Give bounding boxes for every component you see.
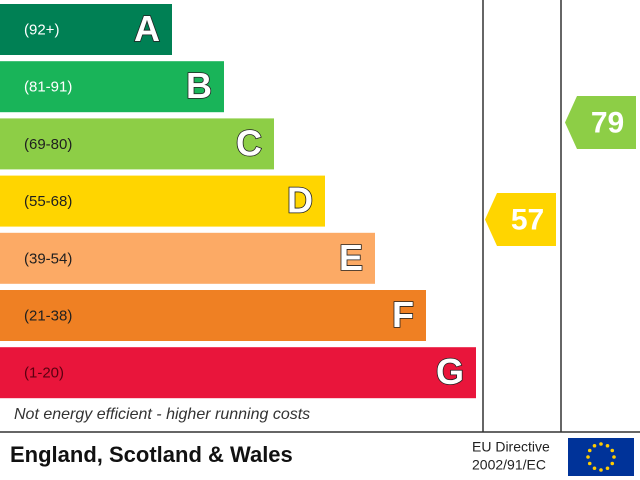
current-arrow	[485, 193, 556, 246]
band-range: (1-20)	[24, 365, 64, 382]
band-range: (69-80)	[24, 136, 72, 153]
star	[592, 443, 597, 448]
star	[610, 461, 615, 466]
band-letter: F	[392, 294, 414, 335]
band	[0, 232, 375, 284]
potential-value: 79	[591, 106, 624, 139]
band	[0, 347, 476, 399]
band	[0, 4, 172, 55]
band-letter: D	[287, 180, 313, 221]
band-letter: E	[339, 237, 363, 278]
directive: EU Directive	[472, 439, 550, 455]
star	[586, 455, 590, 459]
band-range: (92+)	[24, 21, 59, 38]
potential-arrow	[565, 96, 636, 149]
band	[0, 118, 274, 170]
band	[0, 175, 325, 227]
star	[587, 448, 592, 453]
band-letter: C	[236, 122, 262, 163]
star	[587, 461, 592, 466]
band-letter: G	[436, 351, 464, 392]
band-letter: A	[134, 8, 160, 49]
star	[599, 468, 603, 472]
directive: 2002/91/EC	[472, 457, 546, 473]
band	[0, 290, 426, 341]
band	[0, 61, 224, 113]
region: England, Scotland & Wales	[10, 442, 293, 467]
eu-stars	[586, 442, 616, 472]
band-range: (55-68)	[24, 193, 72, 210]
star	[612, 455, 616, 459]
star	[592, 466, 597, 471]
star	[605, 443, 610, 448]
star	[605, 466, 610, 471]
band-range: (39-54)	[24, 250, 72, 267]
star	[610, 448, 615, 453]
footer-note: Not energy efficient - higher running co…	[14, 406, 310, 423]
band-range: (81-91)	[24, 79, 72, 96]
current-value: 57	[511, 203, 544, 236]
band-letter: B	[186, 65, 212, 106]
star	[599, 442, 603, 446]
band-range: (21-38)	[24, 307, 72, 324]
